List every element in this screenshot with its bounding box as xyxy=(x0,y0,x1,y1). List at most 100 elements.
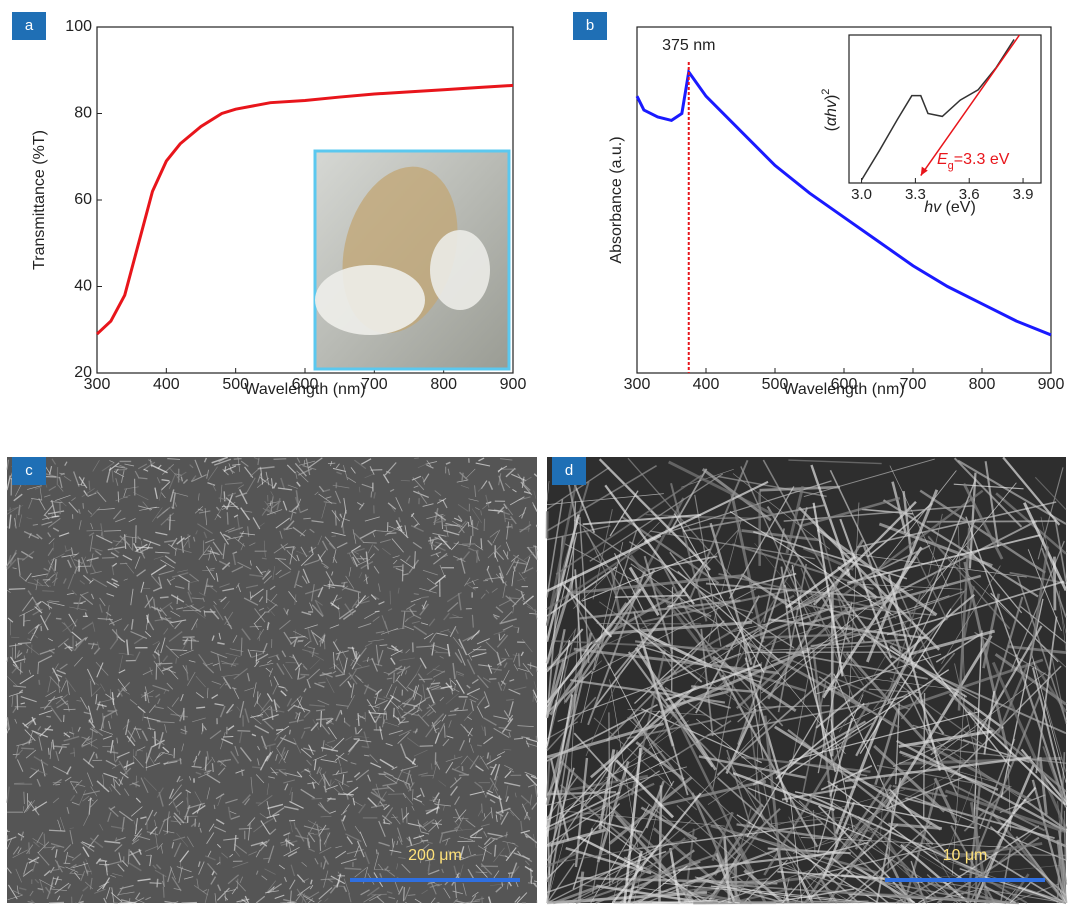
sem-fiber xyxy=(181,902,196,903)
inset-y-label-part: 2 xyxy=(820,89,832,95)
sem-fiber xyxy=(157,663,172,664)
sem-fiber xyxy=(263,858,270,859)
sem-fiber xyxy=(135,547,153,548)
x-tick-label: 3.3 xyxy=(905,186,926,203)
y-axis-label: Absorbance (a.u.) xyxy=(608,136,625,263)
inset-y-label: (αhv)2 xyxy=(820,89,840,132)
sem-fiber xyxy=(83,503,84,509)
inset-y-label-part: αhv xyxy=(823,99,840,126)
scale-bar-label: 10 μm xyxy=(943,847,988,864)
sem-fiber xyxy=(177,596,178,604)
sem-fiber xyxy=(477,745,482,746)
sem-fiber xyxy=(242,769,243,776)
sem-fiber xyxy=(420,746,433,747)
sem-fiber xyxy=(276,729,283,730)
fit-label-part: =3.3 eV xyxy=(954,151,1010,168)
y-tick-label: 20 xyxy=(74,364,92,381)
sem-fiber xyxy=(199,823,200,827)
panel-label: b xyxy=(586,17,594,34)
sem-fiber xyxy=(292,792,293,802)
inset-x-label-part: hv xyxy=(924,199,942,216)
panel-label: a xyxy=(25,17,34,34)
sem-fiber xyxy=(335,511,336,526)
sem-image xyxy=(7,457,537,903)
sem-fiber xyxy=(525,817,531,818)
sem-fiber xyxy=(257,691,258,703)
sem-fiber xyxy=(21,748,34,749)
panel-label: d xyxy=(565,462,573,479)
sem-fiber xyxy=(9,589,25,590)
sem-fiber xyxy=(156,663,157,679)
x-axis-label: Wavelength (nm) xyxy=(783,381,904,398)
sem-fiber xyxy=(160,597,169,598)
sem-fiber xyxy=(234,459,242,460)
sem-fiber xyxy=(42,591,54,592)
sem-fiber xyxy=(312,798,323,799)
sem-fiber xyxy=(237,731,250,732)
sem-fiber xyxy=(118,492,119,503)
sem-fiber xyxy=(167,818,168,834)
sem-fiber xyxy=(502,882,503,886)
x-tick-label: 800 xyxy=(969,376,996,393)
x-tick-label: 800 xyxy=(430,376,457,393)
sem-fiber xyxy=(102,557,115,558)
sem-fiber xyxy=(421,840,428,841)
x-tick-label: 900 xyxy=(500,376,527,393)
sem-fiber xyxy=(49,830,65,831)
sem-fiber xyxy=(55,559,56,571)
sem-fiber xyxy=(163,887,164,898)
sem-fiber xyxy=(355,727,356,734)
sem-fiber xyxy=(150,883,162,884)
x-axis-label: Wavelength (nm) xyxy=(244,381,365,398)
sem-fiber xyxy=(376,849,377,854)
sem-fiber xyxy=(17,695,18,710)
sem-fiber xyxy=(388,794,404,795)
sem-fiber xyxy=(927,521,1056,522)
x-tick-label: 300 xyxy=(624,376,651,393)
sem-fiber xyxy=(481,538,482,548)
y-tick-label: 100 xyxy=(65,18,92,35)
sem-fiber xyxy=(404,887,405,901)
x-tick-label: 3.0 xyxy=(851,186,872,203)
sem-fiber xyxy=(459,775,469,776)
y-tick-label: 40 xyxy=(74,278,92,295)
inset-x-label-part: (eV) xyxy=(941,199,976,216)
sem-fiber xyxy=(46,716,50,717)
sem-fiber xyxy=(56,618,61,619)
sem-fiber xyxy=(145,692,146,701)
sem-fiber xyxy=(314,834,319,835)
sem-fiber xyxy=(49,902,64,903)
sem-fiber xyxy=(39,680,40,685)
sem-fiber xyxy=(318,682,325,683)
photo-inset xyxy=(315,151,509,369)
sem-fiber xyxy=(371,894,386,895)
scale-bar-label: 200 μm xyxy=(408,847,462,864)
sem-fiber xyxy=(387,533,397,534)
x-tick-label: 3.9 xyxy=(1013,186,1034,203)
sem-image xyxy=(547,457,1066,903)
inset-x-label: hv (eV) xyxy=(924,199,976,216)
sem-fiber xyxy=(371,491,372,497)
x-tick-label: 900 xyxy=(1038,376,1065,393)
sem-fiber xyxy=(239,828,252,829)
sem-fiber xyxy=(89,481,90,490)
sem-fiber xyxy=(499,728,506,729)
figure: 30040050060070080090020406080100 Wavelen… xyxy=(0,0,1072,905)
sem-fiber xyxy=(55,784,60,785)
sem-fiber xyxy=(435,652,450,653)
sem-fiber xyxy=(375,611,380,612)
sem-fiber xyxy=(212,763,213,772)
sem-fiber xyxy=(495,845,496,857)
sem-fiber xyxy=(185,726,186,735)
sem-fiber xyxy=(356,651,357,661)
sem-fiber xyxy=(347,781,353,782)
sem-fiber xyxy=(227,512,228,524)
y-axis-label: Transmittance (%T) xyxy=(31,130,48,270)
sem-fiber xyxy=(469,738,470,742)
y-tick-label: 80 xyxy=(74,105,92,122)
x-tick-label: 400 xyxy=(153,376,180,393)
sem-fiber xyxy=(303,518,310,519)
page: {"chart_data": [ {"type": "line", "panel… xyxy=(0,0,1072,905)
panel-label: c xyxy=(25,462,33,479)
sem-fiber xyxy=(473,587,478,588)
